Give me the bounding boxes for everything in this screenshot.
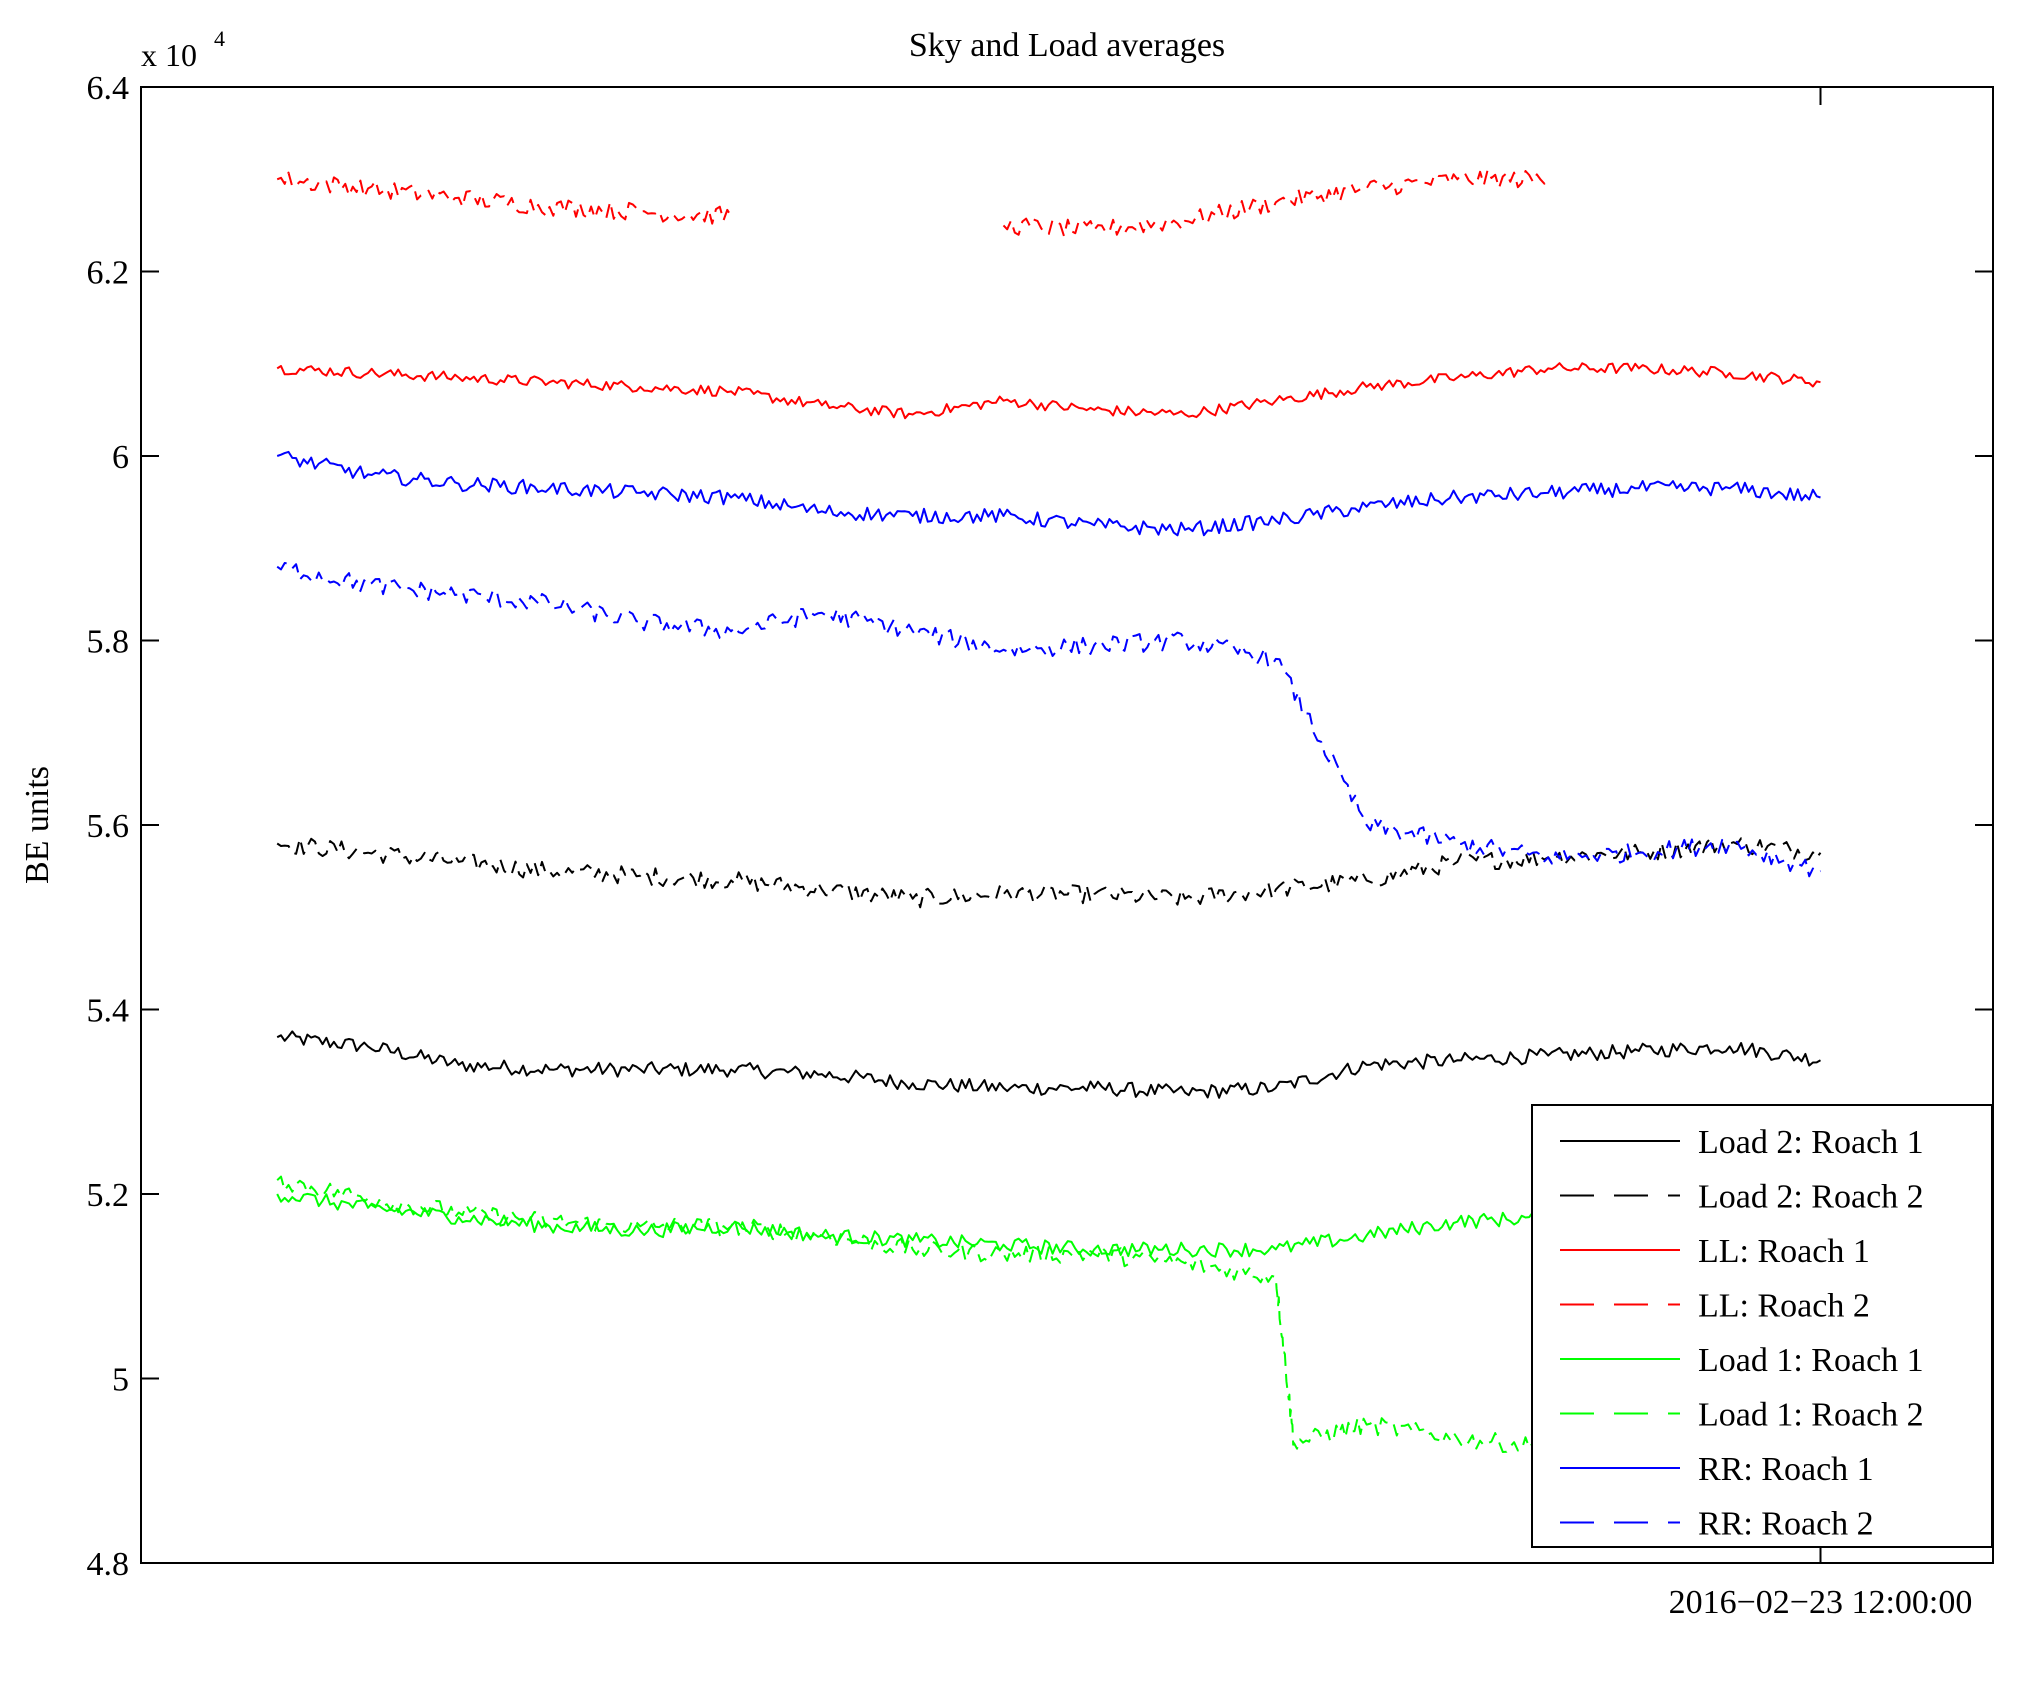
legend-entry-load-1-roach-1: Load 1: Roach 1 — [1560, 1342, 1924, 1379]
legend-box — [1531, 1104, 1993, 1548]
series-line-ll-roach-1 — [276, 362, 1821, 420]
legend-label: Load 1: Roach 1 — [1698, 1342, 1924, 1379]
legend-label: RR: Roach 1 — [1698, 1451, 1874, 1488]
y-tick-label: 6.4 — [87, 70, 130, 107]
chart-title: Sky and Load averages — [909, 27, 1225, 64]
y-axis-label: BE units — [19, 766, 56, 884]
y-tick-label: 5.8 — [87, 624, 130, 661]
y-tick-label: 5 — [112, 1362, 129, 1399]
legend-entry-load-1-roach-2: Load 1: Roach 2 — [1560, 1397, 1924, 1434]
series-layer — [276, 169, 1822, 1457]
y-tick-label: 5.4 — [87, 993, 130, 1030]
y-tick-label: 5.2 — [87, 1177, 130, 1214]
legend-label: LL: Roach 2 — [1698, 1288, 1870, 1325]
legend-entries: Load 2: Roach 1 Load 2: Roach 2 LL: Roach … — [1560, 1124, 1924, 1543]
series-line-ll-roach-2-part-2 — [1002, 169, 1549, 238]
y-tick-label: 6 — [112, 439, 129, 476]
legend-entry-ll-roach-1: LL: Roach 1 — [1560, 1233, 1870, 1270]
y-multiplier-exponent: 4 — [214, 26, 225, 51]
legend-entry-rr-roach-1: RR: Roach 1 — [1560, 1451, 1874, 1488]
axes-layer: 4.8 5 5.2 5.4 5.6 5.8 6 6.2 6.4 2016−02−23 12:00:… — [87, 70, 1994, 1621]
legend-label: LL: Roach 1 — [1698, 1233, 1870, 1270]
legend-entry-load-2-roach-1: Load 2: Roach 1 — [1560, 1124, 1924, 1161]
series-line-rr-roach-2 — [276, 562, 1821, 878]
y-axis-multiplier: x 10 4 — [141, 26, 225, 73]
y-multiplier-label: x 10 — [141, 37, 197, 73]
x-tick-label: 2016−02−23 12:00:00 — [1669, 1584, 1973, 1621]
series-line-load-1-roach-2 — [276, 1175, 1549, 1457]
y-tick-label: 5.6 — [87, 808, 130, 845]
legend-entry-load-2-roach-2: Load 2: Roach 2 — [1560, 1179, 1924, 1216]
series-line-rr-roach-1 — [276, 450, 1821, 537]
y-tick-label: 6.2 — [87, 255, 130, 292]
series-line-ll-roach-2-part-1 — [276, 171, 732, 225]
series-line-load-2-roach-1 — [276, 1030, 1822, 1099]
y-tick-label: 4.8 — [87, 1546, 130, 1583]
legend-label: Load 2: Roach 1 — [1698, 1124, 1924, 1161]
legend-entry-ll-roach-2: LL: Roach 2 — [1560, 1288, 1870, 1325]
legend-entry-rr-roach-2: RR: Roach 2 — [1560, 1506, 1874, 1543]
legend-label: RR: Roach 2 — [1698, 1506, 1874, 1543]
legend: Load 2: Roach 1 Load 2: Roach 2 LL: Roach … — [1531, 1104, 1993, 1548]
legend-label: Load 1: Roach 2 — [1698, 1397, 1924, 1434]
legend-label: Load 2: Roach 2 — [1698, 1179, 1924, 1216]
